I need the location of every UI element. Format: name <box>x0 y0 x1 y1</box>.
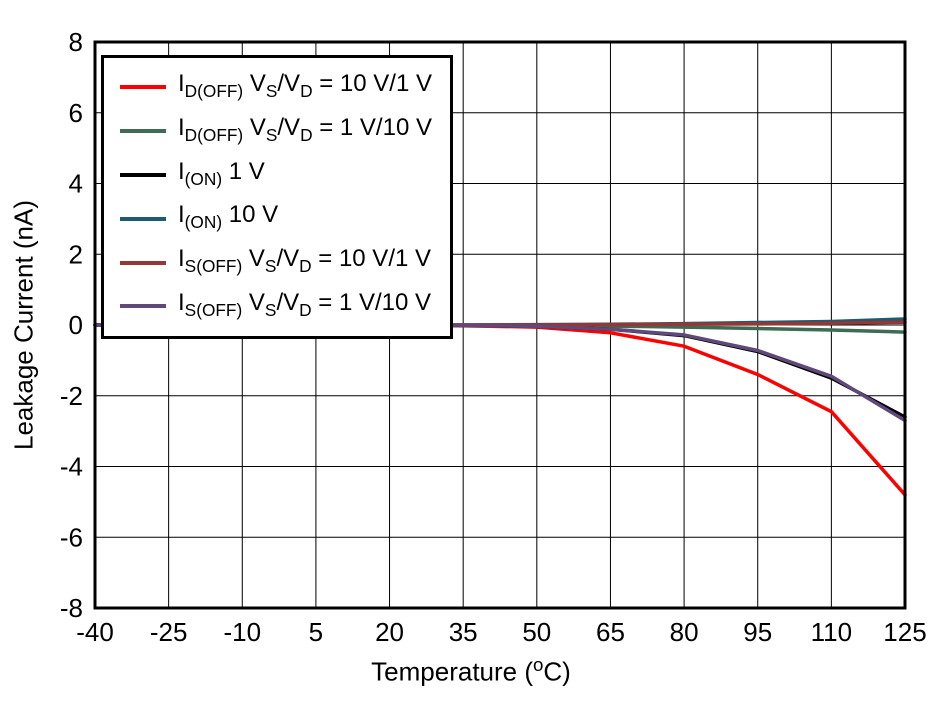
svg-text:-2: -2 <box>60 381 83 411</box>
legend-swatch <box>120 129 166 134</box>
legend-label: I(ON) 1 V <box>178 157 265 189</box>
svg-text:80: 80 <box>670 617 699 647</box>
svg-text:20: 20 <box>375 617 404 647</box>
legend-swatch <box>120 172 166 177</box>
svg-text:8: 8 <box>69 27 83 57</box>
svg-text:-25: -25 <box>150 617 188 647</box>
legend-swatch <box>120 304 166 309</box>
legend-label: IS(OFF) VS/VD = 1 V/10 V <box>178 288 432 320</box>
series-line-0 <box>93 323 907 497</box>
y-tick-labels: -8 -6 -4 -2 0 2 4 6 8 <box>60 27 83 623</box>
svg-text:-8: -8 <box>60 593 83 623</box>
legend-swatch <box>120 260 166 265</box>
plot-border <box>93 40 907 610</box>
legend-swatch <box>120 216 166 221</box>
legend-item: I(ON) 10 V <box>120 201 432 236</box>
series-line-2 <box>93 323 907 419</box>
legend-label: I(ON) 10 V <box>178 201 279 233</box>
svg-text:4: 4 <box>69 169 83 199</box>
svg-text:-4: -4 <box>60 452 83 482</box>
svg-text:2: 2 <box>69 239 83 269</box>
svg-text:65: 65 <box>596 617 625 647</box>
y-axis-title: Leakage Current (nA) <box>8 199 39 451</box>
series-line-5 <box>93 323 907 423</box>
svg-text:-6: -6 <box>60 522 83 552</box>
svg-text:110: 110 <box>811 617 852 647</box>
x-tick-labels: -40 -25 -10 5 20 35 50 65 80 95 110 125 <box>76 617 926 647</box>
x-axis-title: Temperature (oC) <box>371 654 571 687</box>
legend-label: ID(OFF) VS/VD = 10 V/1 V <box>178 70 432 101</box>
svg-text:5: 5 <box>309 617 323 647</box>
legend-item: I(ON) 1 V <box>120 158 432 193</box>
legend-label: ID(OFF) VS/VD = 1 V/10 V <box>178 113 432 145</box>
svg-text:6: 6 <box>69 98 83 128</box>
svg-text:95: 95 <box>743 617 772 647</box>
legend-item: ID(OFF) VS/VD = 10 V/1 V <box>120 70 432 105</box>
legend-item: IS(OFF) VS/VD = 1 V/10 V <box>120 289 432 324</box>
legend-item: ID(OFF) VS/VD = 1 V/10 V <box>120 114 432 149</box>
svg-text:50: 50 <box>522 617 551 647</box>
svg-text:-10: -10 <box>223 617 261 647</box>
svg-text:0: 0 <box>69 310 83 340</box>
svg-text:-40: -40 <box>76 617 114 647</box>
legend-label: IS(OFF) VS/VD = 10 V/1 V <box>178 245 432 276</box>
svg-text:125: 125 <box>883 617 926 647</box>
legend-swatch <box>120 85 166 90</box>
legend-item: IS(OFF) VS/VD = 10 V/1 V <box>120 245 432 280</box>
legend: ID(OFF) VS/VD = 10 V/1 V ID(OFF) VS/VD = … <box>101 55 453 339</box>
series-lines <box>93 317 907 497</box>
svg-text:35: 35 <box>449 617 478 647</box>
